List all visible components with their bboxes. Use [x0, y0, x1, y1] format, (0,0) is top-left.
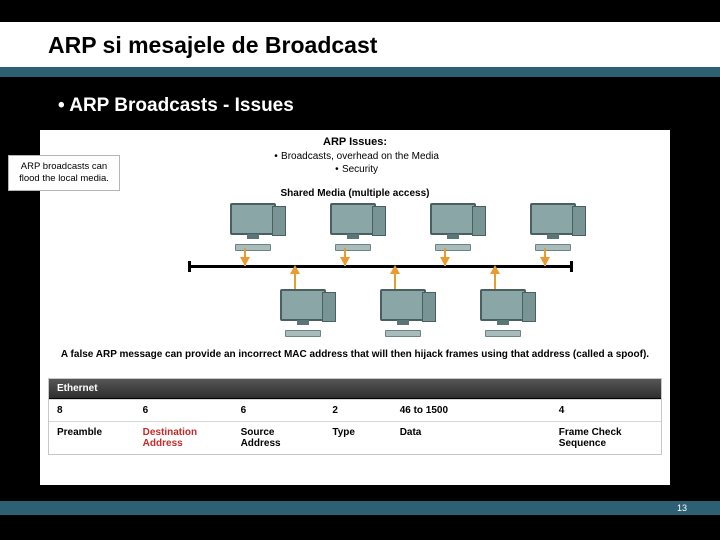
false-arp-text: A false ARP message can provide an incor… — [40, 343, 670, 378]
bus-terminator-right — [570, 261, 573, 272]
size-4: 46 to 1500 — [392, 400, 551, 422]
arrow-bot-1 — [290, 265, 300, 274]
bus-terminator-left — [188, 261, 191, 272]
bullet-text: • ARP Broadcasts - Issues — [58, 95, 294, 117]
size-3: 2 — [324, 400, 391, 422]
size-5: 4 — [551, 400, 661, 422]
table-row-sizes: 8 6 6 2 46 to 1500 4 — [49, 400, 661, 422]
arrow-bot-3 — [490, 265, 500, 274]
issue-1: Broadcasts, overhead on the Media — [281, 151, 439, 162]
title-accent-notch — [410, 0, 555, 24]
pc-top-4 — [522, 203, 584, 257]
pc-top-1 — [222, 203, 284, 257]
page-number: 13 — [677, 503, 687, 513]
slide-title: ARP si mesajele de Broadcast — [0, 22, 720, 59]
pc-bot-1 — [272, 289, 334, 343]
size-1: 6 — [135, 400, 233, 422]
issues-list: •Broadcasts, overhead on the Media •Secu… — [40, 150, 670, 176]
size-2: 6 — [233, 400, 325, 422]
name-2: Source Address — [233, 422, 325, 455]
arrow-top-3 — [440, 257, 450, 266]
issue-2: Security — [342, 164, 378, 175]
arrow-bot-2 — [390, 265, 400, 274]
arrow-top-2 — [340, 257, 350, 266]
footer-strip — [0, 501, 720, 515]
name-0: Preamble — [49, 422, 135, 455]
title-underline — [0, 67, 720, 77]
pc-bot-2 — [372, 289, 434, 343]
pc-bot-3 — [472, 289, 534, 343]
name-4: Data — [392, 422, 551, 455]
pc-top-3 — [422, 203, 484, 257]
network-diagram — [40, 203, 670, 343]
arrow-top-4 — [540, 257, 550, 266]
size-0: 8 — [49, 400, 135, 422]
arp-flood-callout: ARP broadcasts can flood the local media… — [8, 155, 120, 191]
issues-header: ARP Issues: — [40, 130, 670, 148]
title-bar: ARP si mesajele de Broadcast — [0, 22, 720, 67]
shared-media-label: Shared Media (multiple access) — [40, 188, 670, 199]
name-5: Frame Check Sequence — [551, 422, 661, 455]
table-row-names: Preamble Destination Address Source Addr… — [49, 422, 661, 455]
arrow-top-1 — [240, 257, 250, 266]
ethernet-header: Ethernet — [49, 379, 661, 399]
ethernet-table: 8 6 6 2 46 to 1500 4 Preamble Destinatio… — [49, 399, 661, 454]
name-3: Type — [324, 422, 391, 455]
diagram-panel: ARP Issues: •Broadcasts, overhead on the… — [40, 130, 670, 485]
name-1: Destination Address — [135, 422, 233, 455]
pc-top-2 — [322, 203, 384, 257]
ethernet-frame-table: Ethernet 8 6 6 2 46 to 1500 4 Preamble D… — [48, 378, 662, 455]
